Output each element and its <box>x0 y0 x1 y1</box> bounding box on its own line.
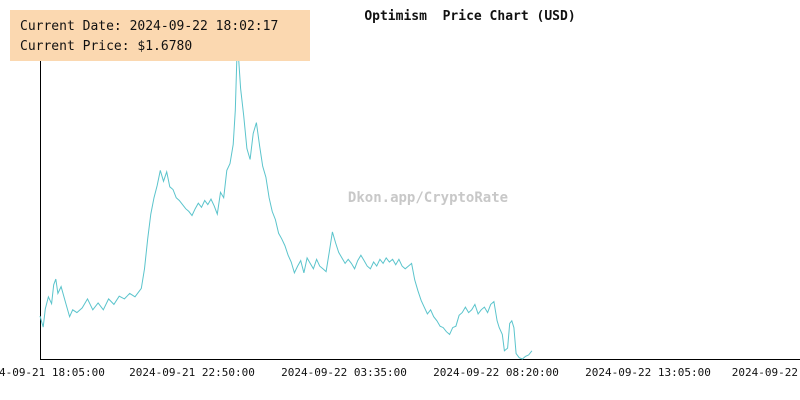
x-tick-label: 2024-09-22 08:20:00 <box>433 366 559 379</box>
current-date-label: Current Date: 2024-09-22 18:02:17 <box>20 19 279 34</box>
watermark-text: Dkon.app/CryptoRate <box>347 190 509 206</box>
current-price-label: Current Price: $1.6780 <box>20 39 193 54</box>
x-axis-ticks: 2024-09-21 18:05:00 2024-09-21 22:50:00 20… <box>0 366 798 379</box>
chart-title: Optimism Price Chart (USD) <box>364 9 576 24</box>
x-tick-label: 2024-09-22 03:35:00 <box>281 366 407 379</box>
x-tick-label: 2024-09-21 22:50:00 <box>129 366 255 379</box>
price-series-line <box>39 39 533 360</box>
x-tick-label: 2024-09-22 13:05:00 <box>585 366 711 379</box>
current-info-box: Current Date: 2024-09-22 18:02:17 Curren… <box>10 10 310 61</box>
x-tick-label: 2024-09-21 18:05:00 <box>0 366 105 379</box>
x-tick-label: 2024-09-22 <box>732 366 798 379</box>
